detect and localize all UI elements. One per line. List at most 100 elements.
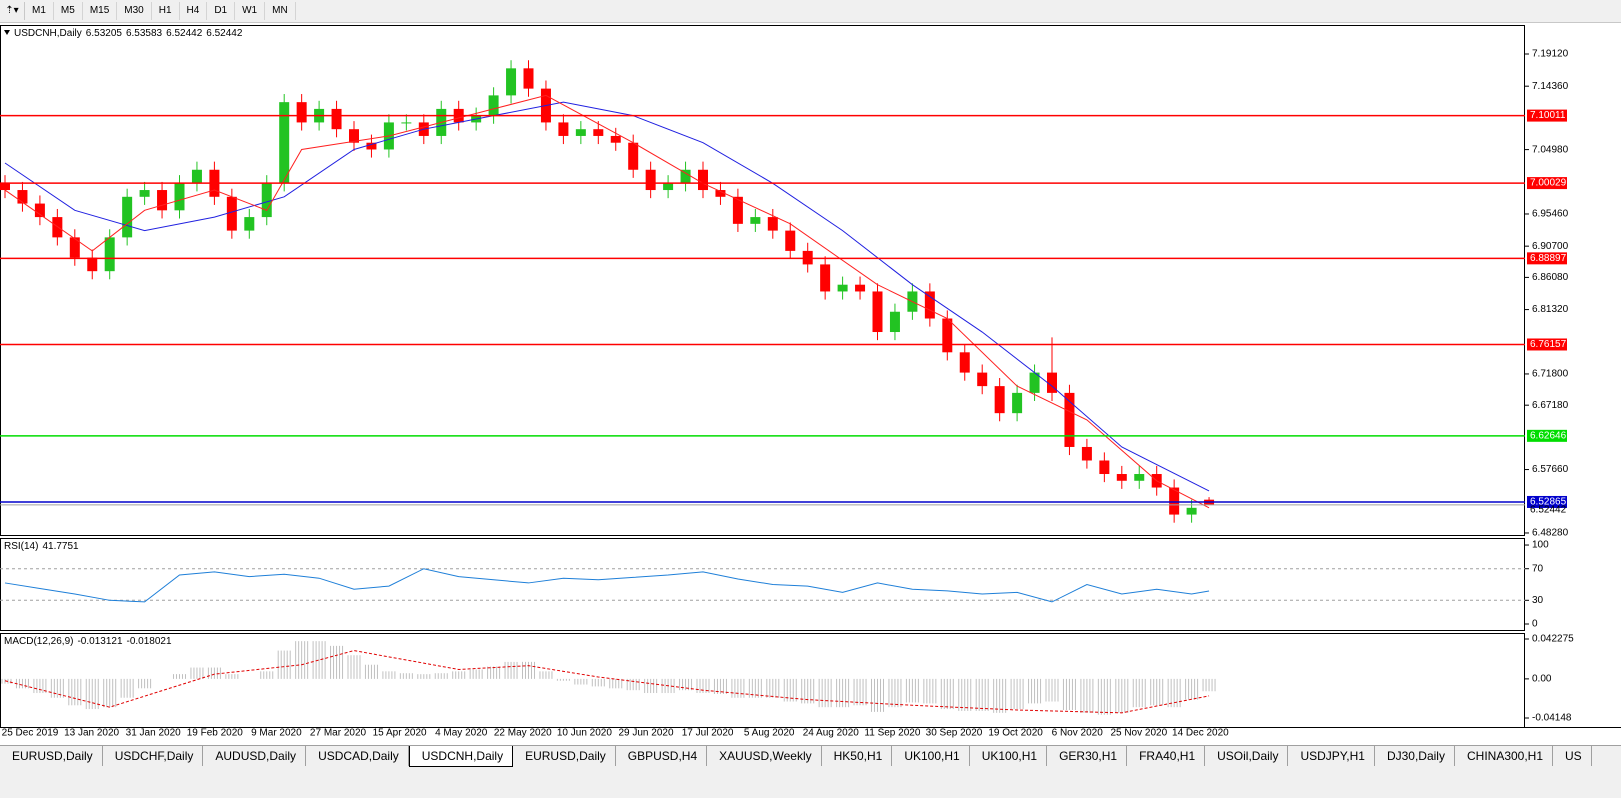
level-label-box: [1527, 252, 1567, 265]
bid-label: 6.52442: [1530, 504, 1567, 515]
candle-body: [645, 169, 656, 191]
candle-body: [87, 257, 98, 272]
candle-body: [837, 284, 848, 292]
y-tick-label: 0.00: [1532, 674, 1552, 685]
timeframe-button[interactable]: M30: [117, 2, 152, 20]
candle-body: [1099, 460, 1110, 475]
candle-body: [139, 190, 150, 197]
chart-tab[interactable]: EURUSD,Daily: [0, 746, 103, 766]
x-tick-label: 19 Feb 2020: [187, 728, 244, 739]
level-label: 6.52865: [1530, 497, 1567, 508]
timeframe-button[interactable]: D1: [207, 2, 236, 20]
x-tick-label: 19 Oct 2020: [988, 728, 1043, 739]
y-tick-label: 6.48280: [1532, 528, 1569, 539]
chart-tab[interactable]: CHINA300,H1: [1455, 746, 1554, 766]
candle-body: [558, 122, 569, 136]
header-value: RSI(14): [4, 541, 38, 552]
timeframe-button[interactable]: W1: [235, 2, 266, 20]
candle-body: [715, 190, 726, 197]
candle-body: [261, 183, 272, 218]
x-tick-label: 6 Nov 2020: [1052, 728, 1104, 739]
candle-body: [575, 129, 586, 136]
candle-body: [889, 311, 900, 333]
header-value: MACD(12,26,9): [4, 636, 73, 647]
candle-body: [244, 217, 255, 231]
y-tick-label: 6.81320: [1532, 304, 1569, 315]
header-value: 6.52442: [166, 28, 203, 39]
candle-body: [1134, 474, 1145, 481]
chart-tab[interactable]: US: [1553, 746, 1592, 766]
chart-tab[interactable]: UK100,H1: [970, 746, 1048, 766]
chart-tab[interactable]: AUDUSD,Daily: [203, 746, 307, 766]
candle-body: [69, 237, 80, 258]
candle-body: [34, 203, 45, 218]
chart-tab[interactable]: EURUSD,Daily: [513, 746, 616, 766]
candle-body: [1116, 474, 1127, 481]
x-tick-label: 11 Sep 2020: [864, 728, 920, 739]
x-tick-label: 15 Apr 2020: [373, 728, 427, 739]
header-value: USDCNH,Daily: [14, 28, 82, 39]
chart-tab[interactable]: USOil,Daily: [1205, 746, 1289, 766]
chart-tab[interactable]: USDCNH,Daily: [408, 746, 514, 767]
timeframe-button[interactable]: M5: [54, 2, 83, 20]
level-label: 6.88897: [1530, 253, 1567, 264]
y-tick-label: 70: [1532, 563, 1544, 574]
chart-tab[interactable]: DJ30,Daily: [1375, 746, 1455, 766]
x-tick-label: 4 May 2020: [435, 728, 488, 739]
chart-tab[interactable]: USDCHF,Daily: [103, 746, 204, 766]
timeframe-button[interactable]: H1: [152, 2, 180, 20]
candle-body: [628, 142, 639, 170]
moving-average: [4, 101, 1210, 492]
candle-body: [174, 183, 185, 211]
y-tick-label: 7.19120: [1532, 49, 1569, 60]
chart-area: 7.19120 7.14360 7.04980 6.95460 6.90700 6.860…: [0, 25, 1621, 739]
candle-body: [785, 230, 796, 251]
candle-body: [732, 196, 743, 224]
candle-body: [191, 169, 202, 184]
candle-body: [750, 217, 761, 224]
chart-tab[interactable]: USDCAD,Daily: [306, 746, 409, 766]
y-tick-label: 7.04980: [1532, 144, 1569, 155]
y-tick-label: 6.90700: [1532, 241, 1569, 252]
x-tick-label: 22 May 2020: [494, 728, 552, 739]
timeframe-button[interactable]: H4: [180, 2, 208, 20]
candle-body: [1029, 372, 1040, 393]
chart-tab[interactable]: XAUUSD,Weekly: [707, 746, 822, 766]
x-tick-label: 24 Aug 2020: [803, 728, 860, 739]
header-value: -0.018021: [127, 636, 172, 647]
timeframe-button[interactable]: M15: [83, 2, 118, 20]
candle-body: [157, 190, 168, 211]
collapse-arrow: [4, 30, 10, 35]
level-label-box: [1527, 429, 1567, 442]
chart-tab[interactable]: HK50,H1: [822, 746, 893, 766]
chart-tab[interactable]: GER30,H1: [1047, 746, 1128, 766]
cursor-icon[interactable]: ⇡▾: [0, 2, 25, 20]
candle-body: [52, 217, 63, 238]
header-value: -0.013121: [77, 636, 122, 647]
x-tick-label: 17 Jul 2020: [682, 728, 734, 739]
candle-body: [959, 352, 970, 373]
chart-tab[interactable]: FRA40,H1: [1127, 746, 1206, 766]
candle-body: [994, 386, 1005, 414]
timeframe-button[interactable]: MN: [265, 2, 296, 20]
chart-tab[interactable]: UK100,H1: [892, 746, 970, 766]
chart-tab[interactable]: USDJPY,H1: [1288, 746, 1375, 766]
y-tick-label: 30: [1532, 595, 1544, 606]
candle-body: [506, 68, 517, 96]
x-tick-label: 31 Jan 2020: [126, 728, 181, 739]
candle-body: [488, 95, 499, 116]
x-tick-label: 25 Dec 2019: [2, 728, 59, 739]
timeframe-button[interactable]: M1: [25, 2, 54, 20]
chart-tab[interactable]: GBPUSD,H4: [616, 746, 708, 766]
x-tick-label: 5 Aug 2020: [744, 728, 795, 739]
candle-body: [1186, 507, 1197, 515]
header-value: 6.53583: [126, 28, 163, 39]
candle-body: [610, 135, 621, 143]
moving-average: [4, 94, 1210, 509]
y-tick-label: 6.95460: [1532, 209, 1569, 220]
candle-body: [122, 196, 133, 238]
header-value: 6.52442: [206, 28, 243, 39]
x-tick-label: 10 Jun 2020: [557, 728, 612, 739]
candle-body: [680, 169, 691, 184]
